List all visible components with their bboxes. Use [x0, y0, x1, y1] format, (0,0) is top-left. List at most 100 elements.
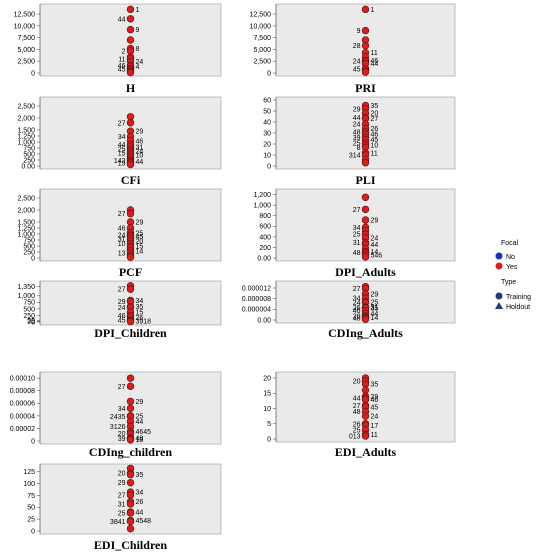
y-tick-label: 500 — [23, 151, 35, 158]
legend-holdout-marker — [495, 302, 503, 309]
data-point — [126, 509, 135, 517]
point-label: 26 — [136, 315, 144, 322]
point-label: 48 — [353, 315, 361, 322]
point-label: 3918 — [136, 318, 152, 325]
y-tick-label: 25 — [27, 517, 35, 524]
point-label: 4548 — [136, 518, 152, 525]
y-tick-label: 2,500 — [17, 103, 35, 110]
point-label: 29 — [136, 129, 144, 136]
point-label: 25 — [353, 427, 361, 434]
data-point — [361, 41, 370, 50]
point-label: 34 — [353, 225, 361, 232]
y-tick-label: 0 — [31, 319, 35, 326]
y-tick-label: 0 — [31, 70, 35, 77]
point-label: 24 — [371, 235, 379, 242]
y-tick-label: 50 — [27, 318, 35, 325]
point-label: 45 — [371, 137, 379, 144]
data-point — [126, 119, 135, 127]
point-label: 27 — [118, 120, 126, 127]
point-label: 46 — [371, 132, 379, 139]
y-tick-label: 2,500 — [253, 59, 271, 66]
y-tick-label: 2,000 — [17, 115, 35, 122]
y-tick-label: 1,500 — [17, 127, 35, 134]
point-label: 013 — [349, 433, 361, 440]
y-tick-label: 0.00002 — [10, 426, 35, 433]
data-point — [126, 517, 135, 526]
point-label: 45 — [353, 66, 361, 73]
data-point — [361, 315, 370, 323]
point-label: 26 — [353, 421, 361, 428]
data-point — [126, 500, 135, 508]
data-point — [361, 205, 370, 214]
point-label: 20 — [118, 431, 126, 438]
point-label: 29 — [118, 299, 126, 306]
point-label: 11 — [371, 432, 378, 439]
point-label: 44 — [136, 159, 144, 166]
data-point — [126, 397, 135, 406]
y-tick-label: 0.00 — [257, 255, 271, 262]
data-point — [126, 209, 135, 218]
legend-training-label: Training — [506, 294, 531, 301]
point-label: 29 — [353, 106, 361, 113]
point-label: 29 — [371, 217, 379, 224]
y-tick-label: 750 — [23, 145, 35, 152]
point-label: 44 — [118, 142, 126, 149]
point-label: 45 — [118, 66, 126, 73]
point-label: 3126 — [110, 424, 126, 431]
point-label: 4645 — [136, 429, 152, 436]
point-label: 314 — [349, 153, 361, 160]
data-point — [361, 216, 370, 224]
y-tick-label: 600 — [259, 224, 271, 231]
point-label: 39 — [353, 135, 361, 142]
data-point — [361, 26, 370, 35]
point-label: 46 — [118, 63, 126, 70]
y-tick-label: 750 — [23, 300, 35, 307]
point-label: 48 — [353, 409, 361, 416]
point-label: 27 — [118, 287, 126, 294]
y-tick-label: 250 — [23, 313, 35, 320]
y-tick-label: 0 — [267, 436, 271, 443]
point-label: 8 — [136, 46, 140, 53]
panel-edi-adults: 0 5 10 15 20 20 35 29 44 46 27 45 48 24 26 17 25 11 013 EDI… — [263, 371, 456, 459]
point-label: 48 — [353, 129, 361, 136]
y-tick-label: 0 — [31, 528, 35, 535]
y-tick-label: 40 — [263, 119, 271, 126]
point-label: 35 — [371, 382, 379, 389]
data-point — [126, 25, 135, 34]
point-label: 35 — [136, 472, 144, 479]
point-label: 46 — [136, 138, 144, 145]
data-point — [361, 395, 370, 404]
point-label: 8 — [357, 145, 361, 152]
data-point — [126, 160, 135, 169]
panel-h: 0 2,500 5,000 7,500 10,000 12,500 1 44 9 8 211 24 46… — [14, 3, 222, 95]
legend-type-title: Type — [501, 279, 516, 286]
y-tick-label: 0.00006 — [10, 401, 35, 408]
point-label: 31 — [136, 144, 144, 151]
y-tick-label: 0.000004 — [242, 307, 271, 314]
point-label: 27 — [353, 286, 361, 293]
point-label: 11 — [118, 56, 125, 63]
y-tick-label: 1,000 — [17, 139, 35, 146]
data-point — [361, 193, 370, 201]
point-label: 20 — [371, 111, 379, 118]
point-label: 31 — [353, 240, 361, 247]
point-label: 34 — [136, 298, 144, 305]
panel-cding-adults: 0.00 0.000004 0.000008 0.000012 27 29 34 25 24 31… — [242, 280, 456, 340]
legend-focal-title: Focal — [501, 240, 519, 247]
point-label: 29 — [136, 399, 144, 406]
y-tick-label: 20 — [263, 141, 271, 148]
y-tick-label: 25 — [27, 319, 35, 326]
point-label: 44 — [353, 395, 361, 402]
legend: Focal No Yes Type Training Holdout — [495, 240, 531, 311]
y-tick-label: 0 — [267, 70, 271, 77]
y-tick-label: 100 — [23, 481, 35, 488]
y-tick-label: 500 — [23, 306, 35, 313]
point-label: 24 — [353, 122, 361, 129]
data-point — [126, 47, 135, 55]
panel-edi-children: 0 25 50 75 100 125 20 35 29 34 27 26 31 44 25 4548 3841 E… — [23, 463, 222, 552]
y-tick-label: 0 — [267, 163, 271, 170]
data-point — [126, 5, 135, 14]
panel-title: PRI — [355, 81, 376, 95]
panel-title: PCF — [119, 265, 142, 279]
data-point — [126, 36, 135, 44]
